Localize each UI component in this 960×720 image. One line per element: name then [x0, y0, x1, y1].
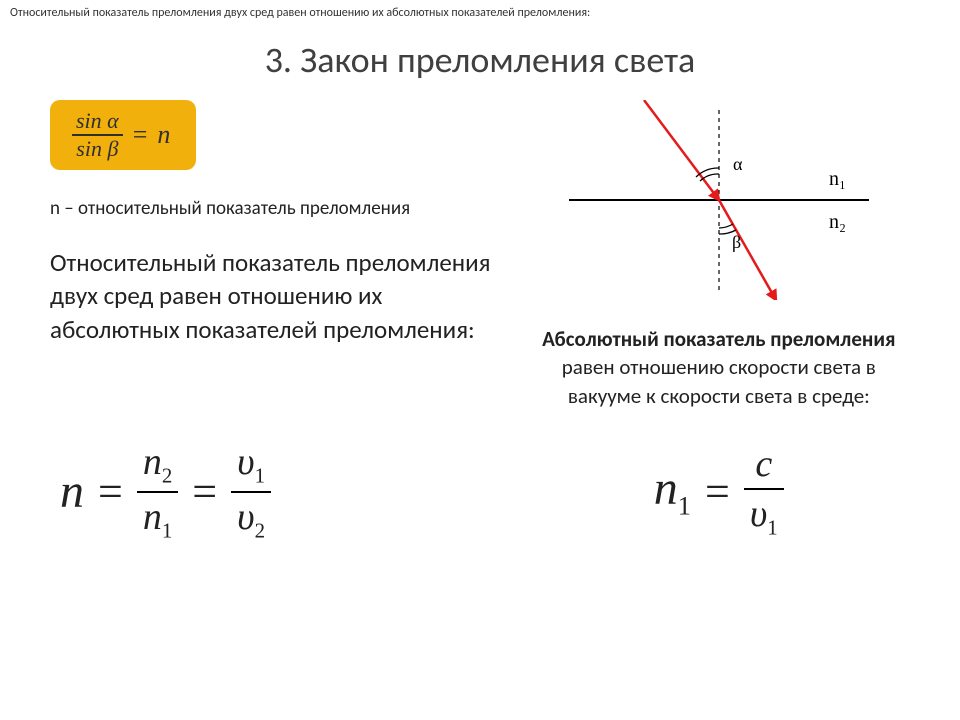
var-n: n — [60, 465, 84, 518]
snells-law-formula: sin α sin β = n — [50, 100, 196, 170]
absolute-index-formula: n1 = c υ1 — [528, 442, 911, 541]
left-column: sin α sin β = n n – относительный показа… — [50, 100, 508, 410]
svg-text:n₁: n₁ — [829, 168, 846, 190]
svg-text:β: β — [732, 232, 741, 252]
var-n1: n1 — [654, 462, 691, 515]
frac2-den: υ2 — [231, 493, 271, 544]
formula-denominator: sin β — [72, 136, 123, 162]
frac1-den: n1 — [137, 493, 178, 544]
frac1-num: n2 — [137, 440, 178, 493]
fracR-num: c — [744, 442, 784, 490]
equals-sign-3: = — [695, 467, 740, 516]
top-note: Относительный показатель преломления дву… — [0, 0, 960, 20]
formula-numerator: sin α — [72, 108, 123, 136]
equals-sign: = — [88, 467, 133, 516]
formula-rhs: n — [157, 120, 170, 149]
frac2-num: υ1 — [231, 440, 271, 493]
page-title: 3. Закон преломления света — [0, 38, 960, 82]
svg-text:n₂: n₂ — [829, 211, 846, 233]
fracR-den: υ1 — [744, 490, 784, 541]
absolute-index-bold: Абсолютный показатель преломления — [542, 326, 895, 352]
absolute-index-rest: равен отношению скорости света в вакууме… — [562, 354, 876, 408]
main-columns: sin α sin β = n n – относительный показа… — [0, 100, 960, 410]
n-definition: n – относительный показатель преломления — [50, 196, 498, 222]
formula-equals: = — [127, 120, 154, 149]
equals-sign-2: = — [182, 467, 227, 516]
right-column: α β n₁ n₂ Абсолютный показатель преломления… — [508, 100, 930, 410]
relative-index-formula: n = n2 n1 = υ1 υ2 — [60, 440, 528, 543]
relative-index-paragraph: Относительный показатель преломления дву… — [50, 246, 498, 347]
formula-row: n = n2 n1 = υ1 υ2 n1 = c υ1 — [0, 410, 960, 543]
refraction-diagram: α β n₁ n₂ — [569, 100, 869, 300]
absolute-index-paragraph: Абсолютный показатель преломления равен … — [508, 325, 930, 410]
svg-text:α: α — [733, 154, 743, 174]
